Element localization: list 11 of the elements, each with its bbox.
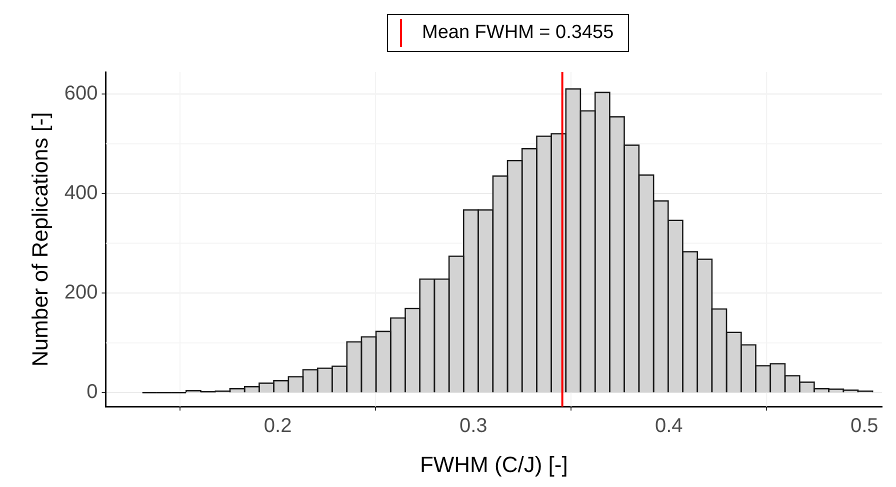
legend-label: Mean FWHM = 0.3455	[422, 22, 614, 44]
x-tick-label: 0.4	[654, 415, 683, 438]
y-tick-label: 600	[64, 82, 98, 104]
x-tick-label: 0.5	[850, 415, 878, 438]
x-axis-title: FWHM (C/J) [-]	[420, 452, 568, 477]
y-tick-label: 400	[64, 182, 98, 204]
y-axis-title: Number of Replications [-]	[27, 112, 52, 366]
x-tick-label: 0.3	[459, 415, 488, 438]
x-tick-label: 0.2	[264, 415, 292, 438]
y-tick-label: 200	[64, 282, 98, 304]
y-tick-label: 0	[86, 381, 98, 404]
